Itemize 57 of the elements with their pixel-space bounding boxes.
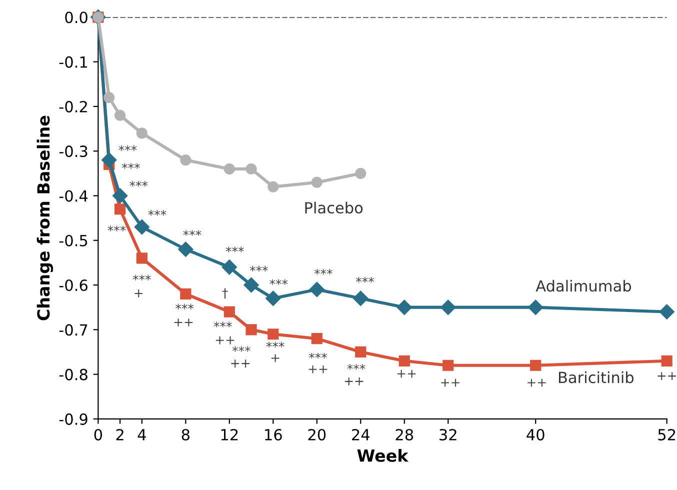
x-tick-label: 4 <box>138 429 146 440</box>
annotation: *** <box>347 364 366 370</box>
annotation: *** <box>176 304 194 310</box>
y-tick-label: -0.7 <box>59 324 88 336</box>
series-label: Baricitinib <box>558 371 634 384</box>
annotation: *** <box>130 180 148 187</box>
x-tick-label: 40 <box>526 428 544 440</box>
annotation: ++ <box>231 360 250 368</box>
annotation: *** <box>250 266 268 272</box>
annotation: ++ <box>528 378 546 387</box>
annotation: *** <box>183 230 202 236</box>
x-tick-label: 52 <box>658 428 676 440</box>
annotation: + <box>271 354 280 362</box>
annotation: *** <box>148 210 166 216</box>
y-tick-label: -0.2 <box>59 100 87 112</box>
x-tick-label: 28 <box>396 428 414 440</box>
annotation: + <box>134 290 143 298</box>
annotation: ++ <box>174 318 193 326</box>
annotation: *** <box>232 346 250 352</box>
x-tick-label: 24 <box>352 428 370 440</box>
y-tick-label: 0.0 <box>65 12 88 24</box>
annotation: *** <box>226 246 244 252</box>
y-tick-label: -0.3 <box>59 146 88 158</box>
annotation: ++ <box>216 336 234 344</box>
x-tick-label: 16 <box>265 428 282 440</box>
annotation: ++ <box>308 365 328 374</box>
annotation: *** <box>108 226 126 232</box>
x-tick-label: 2 <box>116 428 124 440</box>
y-axis-title: Change from Baseline <box>36 116 54 320</box>
y-tick-label: -0.5 <box>59 234 88 246</box>
annotation: † <box>222 288 228 299</box>
annotation: ++ <box>441 378 460 387</box>
x-tick-label: 8 <box>182 428 190 440</box>
y-tick-label: -0.6 <box>59 279 88 292</box>
annotation: *** <box>266 342 284 348</box>
annotation: *** <box>356 276 374 283</box>
x-axis-title: Week <box>357 449 409 462</box>
annotation: ++ <box>658 372 676 380</box>
annotation: *** <box>214 322 232 328</box>
y-tick-label: -0.9 <box>59 413 88 425</box>
x-tick-label: 20 <box>308 428 326 440</box>
annotation: ++ <box>344 378 364 386</box>
y-tick-label: -0.8 <box>59 368 88 380</box>
annotation: *** <box>314 268 332 275</box>
x-tick-label: 12 <box>221 428 238 440</box>
x-tick-label: 0 <box>94 428 102 440</box>
series-label: Placebo <box>305 202 363 214</box>
x-tick-label: 32 <box>440 428 456 440</box>
annotation: ++ <box>397 370 416 378</box>
y-tick-label: -0.1 <box>59 56 88 68</box>
annotation: *** <box>122 163 140 169</box>
annotation: *** <box>308 352 327 359</box>
annotation: *** <box>132 274 151 280</box>
annotation: *** <box>270 279 288 285</box>
series-label: Adalimumab <box>536 280 632 292</box>
y-tick-label: -0.4 <box>59 190 88 202</box>
annotation: *** <box>118 145 137 151</box>
